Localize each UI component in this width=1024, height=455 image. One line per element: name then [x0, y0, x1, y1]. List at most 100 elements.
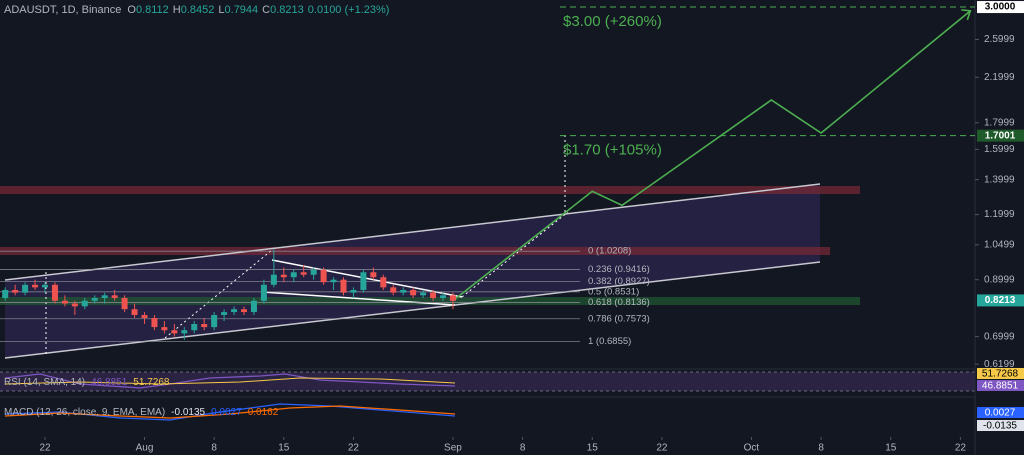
rsi-sma-value: 51.7268 — [133, 377, 170, 388]
fib-label: 0 (1.0208) — [588, 246, 631, 257]
x-tick-label: 15 — [278, 443, 290, 454]
candle-body — [280, 274, 287, 278]
rsi-tag-text: 46.8851 — [982, 381, 1019, 392]
candle-body — [211, 315, 218, 328]
x-tick-label: 8 — [818, 443, 824, 454]
macd-signal-line — [4, 405, 456, 419]
fib-label: 0.618 (0.8136) — [588, 297, 650, 308]
support-zone — [0, 297, 860, 305]
candle-body — [22, 284, 29, 293]
rsi-title: RSI (14, SMA, 14) 46.8851 51.7268 — [4, 377, 170, 388]
candle-body — [270, 274, 277, 285]
ohlc-key: L — [218, 4, 224, 16]
rsi-value: 46.8851 — [91, 377, 128, 388]
fib-label: 0.786 (0.7573) — [588, 313, 650, 324]
price-tag-label: 1.7001 — [985, 130, 1016, 141]
candle-body — [340, 279, 347, 293]
candle-body — [290, 272, 297, 278]
macd-hist-tag-text: -0.0135 — [983, 421, 1017, 432]
ohlc-value: 0.7944 — [225, 4, 259, 16]
candle-body — [2, 289, 9, 299]
channel-fill — [5, 184, 820, 358]
candle-body — [191, 324, 198, 331]
y-tick-label: 1.3999 — [984, 174, 1015, 185]
candle-body — [141, 315, 148, 318]
candle-body — [260, 284, 267, 301]
candle-body — [420, 292, 427, 296]
x-tick-label: 22 — [39, 443, 51, 454]
macd-hist-tag — [977, 420, 1024, 431]
x-tick-label: 22 — [348, 443, 360, 454]
header-text: ADAUSDT, 1D, Binance O0.8112 H0.8452 L0.794… — [4, 4, 389, 16]
candle-body — [330, 279, 337, 283]
price-tag-label: 3.0000 — [985, 2, 1016, 13]
candle-body — [61, 300, 68, 304]
candle-body — [121, 298, 128, 310]
macd-hist-value: -0.0135 — [171, 407, 205, 418]
candle-body — [32, 284, 39, 288]
ohlc-value: 0.8213 — [270, 4, 304, 16]
projection-line — [452, 10, 971, 302]
x-tick-label: 8 — [211, 443, 217, 454]
ohlc-value: 0.8452 — [181, 4, 215, 16]
x-tick-label: Sep — [444, 443, 462, 454]
y-tick-label: 0.8999 — [984, 274, 1015, 285]
ohlc-key: C — [262, 4, 270, 16]
candle-body — [241, 309, 247, 313]
candle-body — [350, 289, 357, 293]
y-tick-label: 1.0499 — [984, 239, 1015, 250]
candle-body — [71, 303, 78, 307]
candle-body — [81, 300, 88, 307]
ohlc-key: H — [173, 4, 181, 16]
macd-title: MACD (12, 26, close, 9, EMA, EMA) — [4, 407, 165, 418]
candle-body — [250, 300, 257, 313]
header: ADAUSDT, 1D, Binance O0.8112 H0.8452 L0.794… — [4, 4, 389, 16]
channel-upper — [4, 183, 821, 281]
candle-body — [181, 330, 188, 334]
y-tick-label: 2.5999 — [984, 34, 1015, 45]
candle-body — [201, 324, 208, 328]
fib-label: 0.236 (0.9416) — [588, 264, 650, 275]
macd-value: 0.0027 — [211, 407, 242, 418]
ohlc-value: 0.8112 — [136, 4, 169, 16]
channel-lower — [4, 261, 821, 359]
candle-body — [91, 298, 98, 301]
rsi-sma-tag — [977, 368, 1024, 379]
x-tick-label: Aug — [136, 443, 154, 454]
candle-body — [410, 289, 417, 296]
y-tick-label: 1.5999 — [984, 144, 1015, 155]
dotted-pole — [164, 249, 273, 339]
candle-body — [360, 272, 367, 290]
x-tick-label: 22 — [656, 443, 668, 454]
fib-label: 1 (0.6855) — [588, 336, 631, 347]
rsi-sma-line — [4, 377, 456, 385]
macd-signal-value: 0.0162 — [248, 407, 279, 418]
projection-arrow — [961, 9, 972, 21]
price-tag-label: 0.8213 — [985, 295, 1016, 306]
candle-body — [320, 269, 327, 283]
candle-body — [300, 272, 307, 275]
candle-body — [51, 284, 58, 301]
candle-body — [42, 284, 48, 288]
candle-body — [12, 289, 19, 293]
y-tick-label: 0.6999 — [984, 331, 1015, 342]
rsi-title: RSI (14, SMA, 14) — [4, 377, 85, 388]
x-tick-label: Oct — [744, 443, 760, 454]
candle-body — [400, 289, 407, 293]
rsi-sma-tag-text: 51.7268 — [982, 369, 1019, 380]
price-tag — [977, 129, 1024, 142]
y-tick-label: 1.1999 — [984, 209, 1015, 220]
candle-body — [221, 312, 228, 316]
y-tick-label: 2.1999 — [984, 72, 1015, 83]
x-tick-label: 15 — [885, 443, 897, 454]
resistance-zone — [0, 186, 860, 194]
target-label: $1.70 (+105%) — [563, 142, 662, 159]
macd-tag — [977, 407, 1024, 418]
time-axis — [0, 437, 975, 455]
fib-label: 0.382 (0.8927) — [588, 276, 650, 287]
x-tick-label: 22 — [955, 443, 967, 454]
target-label: $3.00 (+260%) — [563, 13, 662, 30]
x-tick-label: 15 — [587, 443, 599, 454]
